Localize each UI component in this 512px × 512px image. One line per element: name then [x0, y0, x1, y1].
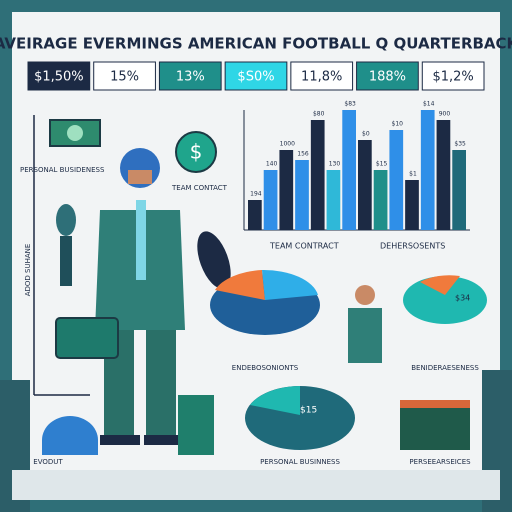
city-skyline: [0, 370, 512, 512]
bar-label: $80: [313, 111, 325, 118]
bar: [326, 170, 341, 230]
bar: [295, 160, 309, 230]
stat-box: [356, 61, 419, 91]
bar-label: 140: [266, 161, 278, 168]
vertical-label: ADOD SUHANE: [24, 244, 32, 297]
bottom-labels: ENDEBOSONIONTS BENIDERAESENESS EVODUT PERSO…: [33, 364, 479, 466]
bar: [436, 120, 451, 230]
label: PERSONAL BUSIDENESS: [20, 166, 105, 174]
bar-label: $15: [376, 161, 388, 168]
bar-label: $83: [344, 101, 356, 108]
pie: [245, 386, 355, 450]
stat-box: [224, 61, 288, 91]
title: AVEIRAGE EVERMINGS AMERICAN FOOTBALL Q Q…: [0, 35, 512, 53]
pie-label: $15: [300, 406, 317, 416]
bottom-label: EVODUT: [33, 458, 63, 466]
caption: TEAM CONTRACT: [269, 242, 339, 251]
businessman: [348, 285, 382, 363]
bar: [420, 110, 435, 230]
pie: [403, 275, 487, 324]
bar-label: $1: [409, 171, 417, 178]
stat-value: 15%: [110, 70, 139, 85]
label: TEAM CONTACT: [171, 184, 228, 192]
bar-label: 900: [439, 111, 451, 118]
stat-value: 13%: [176, 70, 205, 85]
stats-row: $1,50% 15% 13% $S0% 11,8% 188% $1,2%: [27, 61, 485, 91]
stat-box: [158, 61, 222, 91]
stat-value: $1,2%: [432, 70, 473, 85]
bar: [279, 150, 294, 230]
bar: [452, 150, 466, 230]
stat-value: $1,50%: [34, 70, 84, 85]
stat-value: $S0%: [237, 70, 274, 85]
coin-stack: [178, 395, 214, 455]
svg-text:$: $: [190, 140, 203, 164]
caption: DEHERSOSENTS: [380, 242, 445, 251]
bar-label: 130: [329, 161, 341, 168]
stat-value: 11,8%: [301, 70, 342, 85]
bar-label: 1000: [280, 141, 295, 148]
bar-label: 194: [250, 191, 262, 198]
pie: [210, 269, 320, 335]
bar: [373, 170, 388, 230]
stat-box: [93, 61, 156, 91]
bottom-label: PERSEEARSEICES: [409, 458, 471, 466]
bar: [358, 140, 372, 230]
stat-value: 188%: [369, 70, 406, 85]
stat-box: [27, 61, 91, 91]
quarterback-figure: [55, 148, 231, 445]
trophy: [56, 204, 76, 286]
bar: [342, 110, 356, 230]
stat-box: [421, 61, 485, 91]
bar: [263, 170, 278, 230]
pie-label: $34: [455, 294, 470, 303]
money-icon: [49, 119, 101, 147]
bottom-label: BENIDERAESENESS: [411, 364, 479, 372]
bottom-label: ENDEBOSONIONTS: [232, 364, 299, 372]
stat-box: [290, 61, 354, 91]
helmet: [42, 416, 98, 455]
bar: [389, 130, 404, 230]
bar: [405, 180, 419, 230]
bar: [310, 120, 325, 230]
bar-label: $0: [362, 131, 370, 138]
bar-label: 156: [297, 151, 309, 158]
coin-icon: $: [175, 131, 217, 173]
bar-label: $14: [423, 101, 435, 108]
bar-label: $35: [454, 141, 466, 148]
cash-stack: [400, 400, 470, 450]
bar: [248, 200, 262, 230]
bottom-label: PERSONAL BUSINNESS: [260, 458, 340, 466]
bar-label: $10: [392, 121, 404, 128]
